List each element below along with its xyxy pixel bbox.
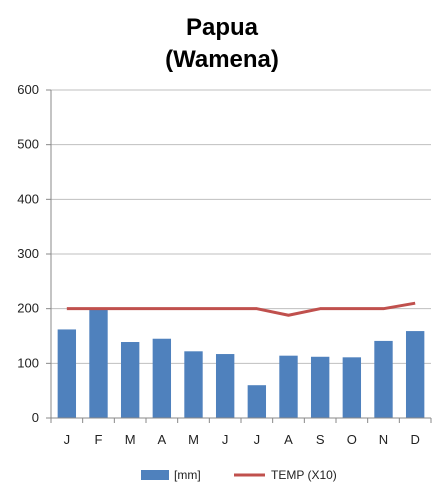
bar-series [57,308,425,418]
x-tick-label-8: S [316,432,325,447]
y-tick-label-2: 200 [17,301,39,316]
temperature-line [66,301,416,317]
x-tick-label-11: D [410,432,419,447]
x-tick-label-1: F [95,432,103,447]
y-tick-label-5: 500 [17,137,39,152]
bar-2 [120,342,140,418]
bar-11 [405,331,425,418]
x-tick-label-0: J [64,432,71,447]
bar-8 [310,356,330,418]
x-tick-label-7: A [284,432,293,447]
bar-3 [152,338,172,418]
x-tick-label-6: J [254,432,261,447]
legend-swatch-bar [141,470,169,480]
y-tick-label-1: 100 [17,355,39,370]
legend-label-line: TEMP (X10) [271,468,337,482]
y-tick-label-6: 600 [17,82,39,97]
x-tick-label-4: M [188,432,199,447]
legend-label-bar: [mm] [174,468,201,482]
tick-labels: 0 100 200 300 400 500 600 J F M A M J J A S O N D [17,82,420,447]
gridlines [51,89,431,419]
chart-title-line-2: (Wamena) [165,46,279,73]
bar-9 [342,357,362,418]
bar-5 [215,354,235,418]
bar-7 [279,355,298,418]
x-tick-label-3: A [157,432,166,447]
y-tick-label-3: 300 [17,246,39,261]
x-tick-label-9: O [347,432,357,447]
bar-0 [57,329,77,418]
bar-4 [184,351,203,418]
x-tick-label-2: M [125,432,136,447]
axes [46,89,432,423]
legend: [mm] TEMP (X10) [141,468,337,482]
bar-10 [374,340,393,418]
x-tick-label-5: J [222,432,229,447]
bar-1 [89,308,108,418]
x-tick-label-10: N [379,432,388,447]
chart-title-line-1: Papua [186,14,259,41]
y-tick-label-4: 400 [17,191,39,206]
line-series [66,301,416,317]
bar-6 [247,385,267,418]
y-tick-label-0: 0 [32,410,39,425]
